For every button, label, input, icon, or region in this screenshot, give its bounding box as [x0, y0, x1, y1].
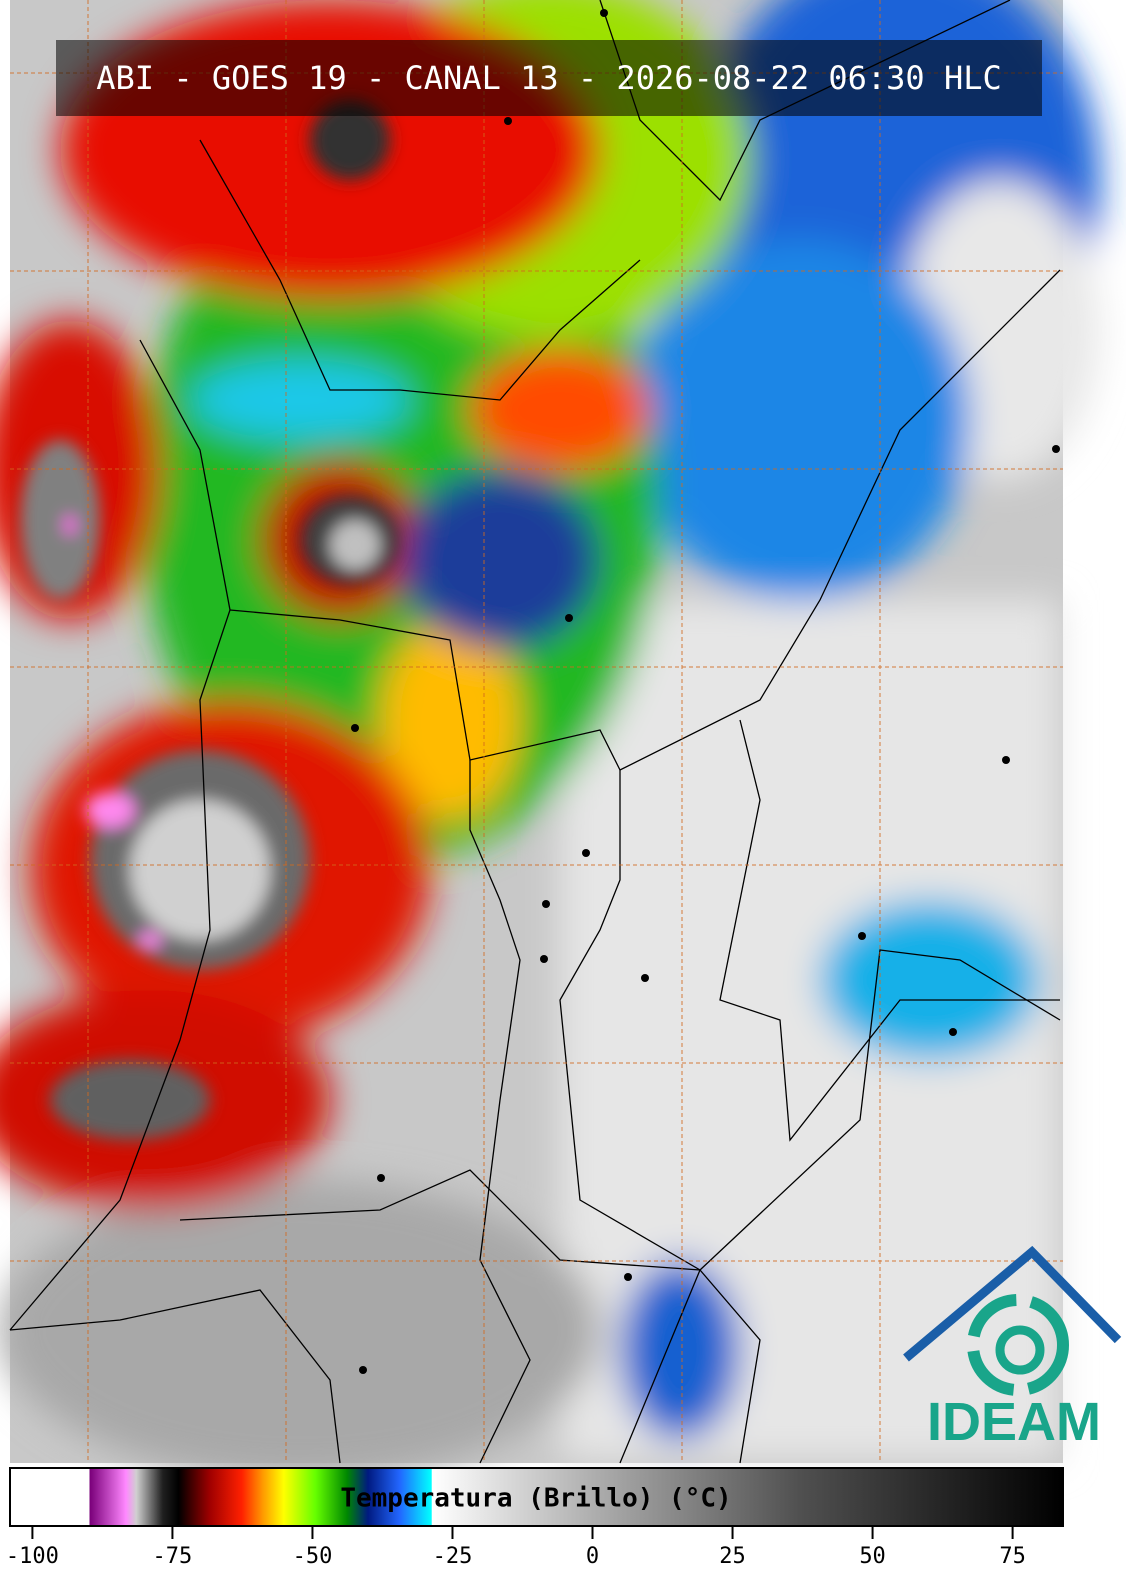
colorbar-tick-label: -75: [153, 1544, 193, 1569]
cloud-field: [0, 0, 1100, 1480]
cloud-cores: [20, 100, 400, 1140]
logo-text: IDEAM: [927, 1392, 1101, 1452]
colorbar-tick-label: -50: [293, 1544, 333, 1569]
colorbar-fill: [9, 1467, 1064, 1527]
colorbar-tick-label: -25: [433, 1544, 473, 1569]
cities: [351, 9, 1060, 1374]
colorbar-label: Temperatura (Brillo) (°C): [340, 1484, 731, 1514]
title: ABI - GOES 19 - CANAL 13 - 2026-08-22 06…: [96, 59, 1001, 97]
colorbar-tick-label: 50: [859, 1544, 886, 1569]
borders: [9, 0, 1061, 1464]
logo: IDEAM: [903, 1245, 1122, 1452]
colorbar-tick-label: 0: [586, 1544, 599, 1569]
colorbar-tick-label: 75: [999, 1544, 1026, 1569]
grid: [10, 0, 1063, 1463]
colorbar: Temperatura (Brillo) (°C): [9, 1467, 1064, 1527]
title-box: [56, 40, 1042, 116]
colorbar-tick-label: 25: [719, 1544, 746, 1569]
colorbar-tick-label: -100: [6, 1544, 59, 1569]
